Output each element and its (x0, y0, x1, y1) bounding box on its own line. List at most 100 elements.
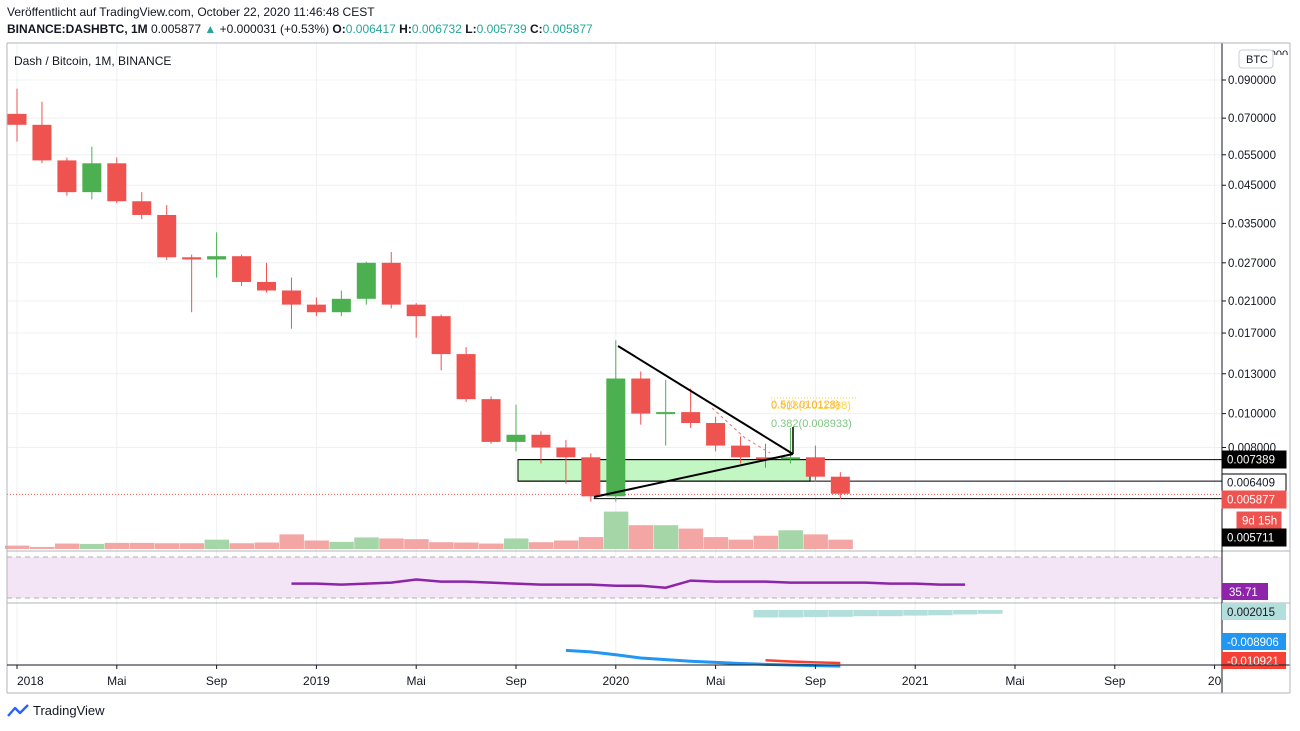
tradingview-logo-icon (7, 703, 29, 717)
high-value: 0.006732 (411, 22, 462, 36)
volume-bar (528, 542, 554, 549)
currency-label: BTC (1246, 54, 1268, 66)
price-tag-label: 0.007389 (1227, 455, 1275, 467)
support-zone-box (517, 459, 811, 482)
volume-bar (678, 528, 704, 549)
price-tag (1221, 450, 1287, 469)
macd-histogram-bar (903, 610, 928, 616)
volume-bar (703, 537, 729, 549)
macd-histogram-bar (978, 610, 1003, 614)
macd-value-label: -0.010921 (1227, 656, 1279, 668)
y-tick-label: 0.017000 (1228, 328, 1276, 340)
candle-body (681, 412, 701, 424)
candle-body (57, 160, 77, 193)
candle-body (805, 457, 825, 477)
y-tick-label: 0.027000 (1228, 258, 1276, 270)
x-tick-label: Sep (805, 674, 827, 688)
open-value: 0.006417 (345, 22, 396, 36)
volume-bar (803, 534, 828, 549)
candle-body (531, 434, 551, 448)
low-label: L: (465, 22, 477, 36)
y-tick-label: 0.090000 (1228, 75, 1276, 87)
volume-bar (578, 537, 604, 549)
volume-bar (479, 543, 504, 549)
candle-body (830, 476, 850, 494)
volume-bar (154, 543, 180, 549)
volume-bar (603, 511, 629, 549)
candle-body (556, 447, 576, 458)
price-tag-label: 0.005711 (1227, 533, 1274, 545)
candle-body (132, 201, 152, 215)
published-line: Veröffentlicht auf TradingView.com, Octo… (7, 5, 375, 19)
macd-histogram-bar (803, 610, 828, 618)
candle-body (431, 316, 451, 355)
candle-body (82, 163, 102, 193)
macd-histogram-bar (953, 610, 978, 615)
volume-bar (179, 543, 205, 549)
candle-body (381, 262, 401, 305)
close-value: 0.005877 (542, 22, 593, 36)
volume-bar (628, 525, 654, 549)
volume-bar (379, 538, 404, 549)
candle-body (456, 354, 476, 400)
y-tick-label: 0.035000 (1228, 218, 1276, 230)
volume-bar (5, 545, 30, 549)
up-arrow-icon: ▲ (204, 22, 217, 36)
volume-bar (728, 539, 754, 549)
candle-body (157, 214, 177, 258)
volume-bar (354, 537, 379, 549)
volume-bar (104, 542, 130, 549)
volume-bar (54, 543, 80, 549)
candle-body (606, 378, 626, 497)
macd-value-tag (1222, 603, 1286, 620)
rsi-value-label: 35.71 (1229, 587, 1258, 599)
candle-body (7, 113, 27, 125)
rsi-value-tag (1222, 583, 1268, 600)
symbol-name[interactable]: BINANCE:DASHBTC, 1M (7, 22, 148, 36)
y-tick-label: 0.055000 (1228, 150, 1276, 162)
x-tick-label: Mai (706, 674, 725, 688)
candle-body (631, 378, 651, 414)
x-tick-label: Mai (407, 674, 426, 688)
x-tick-label: Mai (107, 674, 126, 688)
y-tick-label: 0.045000 (1228, 180, 1276, 192)
macd-histogram-bar (828, 610, 853, 617)
candle-body (356, 262, 376, 299)
volume-bar (828, 539, 853, 549)
y-tick-label: 0.010000 (1228, 409, 1276, 421)
candle-body (232, 256, 252, 282)
close-label: C: (529, 22, 543, 36)
tradingview-footer[interactable]: TradingView (7, 703, 105, 718)
candle-body (506, 434, 526, 442)
volume-bar (129, 542, 155, 549)
volume-bar (653, 525, 679, 549)
volume-bar (454, 542, 479, 549)
candle-body (656, 412, 676, 415)
fib-label-0.5: 0.5(0.010128) (771, 399, 840, 411)
price-tag-label: 9d 15h (1242, 516, 1277, 528)
y-tick-label: 0.070000 (1228, 113, 1276, 125)
candle-body (581, 457, 601, 497)
currency-badge (1238, 49, 1274, 69)
candle-body (406, 304, 426, 317)
volume-bar (778, 530, 803, 549)
volume-bar (429, 542, 454, 549)
symbol-ohlc-line: BINANCE:DASHBTC, 1M 0.005877 ▲ +0.000031… (7, 22, 593, 36)
y-tick-label: 0.013000 (1228, 369, 1276, 381)
last-price: 0.005877 (151, 22, 202, 36)
triangle-lower-line (593, 453, 794, 498)
candle-body (257, 281, 276, 291)
fib-label-0.618: 0.618(0.011388) (771, 400, 851, 412)
macd-histogram-bar (778, 610, 803, 618)
x-tick-label: Sep (1104, 674, 1126, 688)
volume-bar (254, 542, 279, 549)
macd-histogram-bar (753, 610, 778, 618)
candle-body (731, 445, 751, 458)
macd-value-label: 0.002015 (1227, 607, 1275, 619)
macd-signal-line (765, 658, 841, 665)
x-tick-label: 20 (1208, 674, 1222, 688)
price-tag-label: 0.005877 (1227, 495, 1275, 507)
candle-body (306, 304, 326, 313)
high-label: H: (399, 22, 412, 36)
